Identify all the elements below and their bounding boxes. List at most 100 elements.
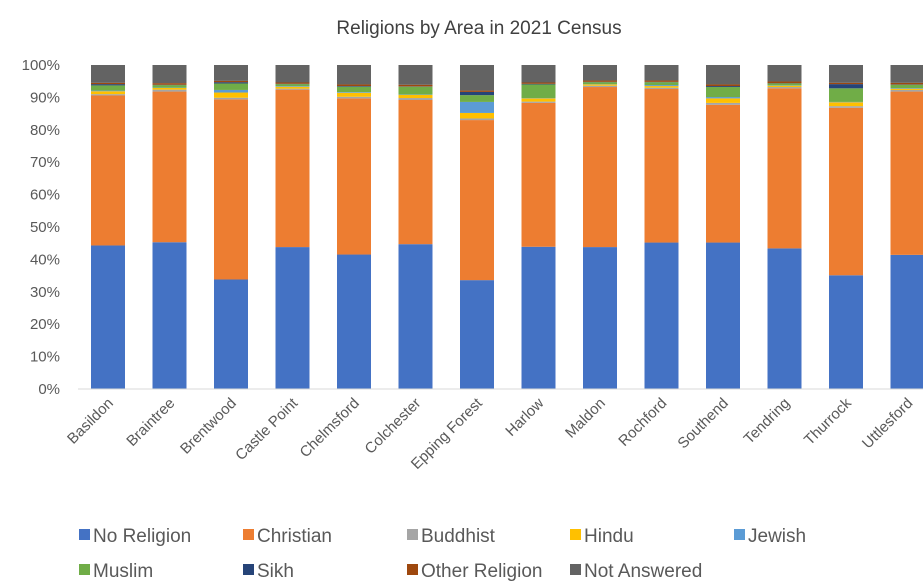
- bar-segment: [460, 91, 494, 96]
- legend-swatch: [79, 564, 90, 575]
- bar-segment: [337, 254, 371, 389]
- bar-segment: [214, 89, 248, 93]
- bar-segment: [521, 246, 556, 389]
- bar-segment: [706, 98, 740, 103]
- x-tick-label: Maldon: [562, 395, 609, 442]
- y-tick-label: 0%: [38, 381, 60, 398]
- bar-segment: [337, 86, 371, 87]
- bar-segment: [214, 80, 248, 83]
- bar-segment: [521, 98, 556, 102]
- legend-swatch: [79, 529, 90, 540]
- bar-segment: [91, 84, 125, 86]
- bar-segment: [460, 280, 494, 389]
- bar-segment: [829, 275, 863, 389]
- bar-segment: [460, 112, 494, 119]
- bar-segment: [583, 65, 617, 81]
- chart-title: Religions by Area in 2021 Census: [336, 18, 621, 39]
- bar-segment: [583, 82, 617, 85]
- x-tick-label: Colchester: [362, 395, 425, 458]
- bar-segment: [706, 104, 740, 243]
- bar-segment: [583, 85, 617, 88]
- legend-swatch: [243, 529, 254, 540]
- y-tick-label: 40%: [30, 251, 60, 268]
- y-tick-label: 100%: [22, 57, 60, 74]
- bar-segment: [460, 65, 494, 91]
- bar-segment: [214, 97, 248, 100]
- bar-segment: [829, 82, 863, 85]
- bar-segment: [521, 101, 556, 103]
- bar-segment: [460, 90, 494, 92]
- bar-segment: [214, 83, 248, 90]
- bar-segment: [890, 65, 923, 83]
- bar-segment: [890, 84, 923, 89]
- bar-segment: [337, 84, 371, 87]
- bar-segment: [214, 279, 248, 389]
- bar-segment: [706, 84, 740, 87]
- bar-segment: [337, 98, 371, 255]
- bar-segment: [337, 65, 371, 85]
- x-tick-label: Castle Point: [232, 394, 302, 464]
- bar-segment: [829, 107, 863, 276]
- bar-segment: [829, 84, 863, 89]
- x-tick-label: Brentwood: [177, 395, 240, 458]
- bar-segment: [91, 94, 125, 96]
- bar-segment: [275, 86, 310, 89]
- y-tick-label: 70%: [30, 154, 60, 171]
- x-tick-label: Thurrock: [801, 394, 855, 448]
- bar-segment: [644, 87, 679, 89]
- legend: No Religion Christian Buddhist Hindu Jewish M…: [79, 526, 806, 581]
- bar-segment: [767, 85, 802, 88]
- y-tick-label: 50%: [30, 219, 60, 236]
- legend-label: No Religion: [93, 526, 191, 547]
- x-tick-label: Braintree: [123, 395, 178, 450]
- bar-segment: [214, 99, 248, 280]
- bar-segment: [521, 83, 556, 85]
- bar-segment: [91, 95, 125, 246]
- bar-segment: [337, 92, 371, 93]
- x-tick-label: Tendring: [741, 395, 794, 448]
- bar-segment: [91, 90, 125, 92]
- bar-segment: [890, 88, 923, 89]
- bar-segment: [890, 88, 923, 90]
- bar-segment: [644, 85, 679, 87]
- x-tick-label: Southend: [674, 395, 731, 452]
- bar-segment: [644, 82, 679, 86]
- bar-segment: [152, 91, 187, 243]
- bar-segment: [521, 84, 556, 99]
- legend-label: Buddhist: [421, 526, 496, 547]
- bar-segment: [398, 94, 433, 99]
- bar-segment: [398, 86, 433, 95]
- bar-segment: [91, 85, 125, 91]
- bar-segment: [275, 86, 310, 87]
- bar-segment: [152, 89, 187, 92]
- bar-segment: [275, 89, 310, 248]
- bars: [91, 65, 923, 389]
- bar-segment: [767, 88, 802, 249]
- y-tick-label: 80%: [30, 122, 60, 139]
- y-axis: 0% 10% 20% 30% 40% 50% 60% 70% 80% 90% 100%: [22, 57, 60, 398]
- x-tick-label: Uttlesford: [859, 395, 916, 452]
- y-tick-label: 90%: [30, 89, 60, 106]
- bar-segment: [214, 92, 248, 98]
- bar-segment: [706, 65, 740, 85]
- bar-segment: [644, 88, 679, 243]
- legend-swatch: [243, 564, 254, 575]
- bar-segment: [890, 82, 923, 85]
- bar-segment: [644, 80, 679, 82]
- bar-segment: [890, 254, 923, 389]
- bar-segment: [706, 86, 740, 88]
- bar-segment: [767, 81, 802, 84]
- bar-segment: [152, 85, 187, 88]
- legend-label: Not Answered: [584, 561, 702, 581]
- bar-segment: [890, 91, 923, 255]
- bar-segment: [214, 65, 248, 81]
- bar-segment: [890, 89, 923, 92]
- bar-segment: [706, 97, 740, 99]
- legend-swatch: [570, 564, 581, 575]
- bar-segment: [460, 120, 494, 281]
- bar-segment: [337, 92, 371, 97]
- bar-segment: [706, 87, 740, 98]
- bar-segment: [275, 88, 310, 90]
- bar-segment: [275, 82, 310, 84]
- x-tick-label: Chelmsford: [297, 395, 363, 461]
